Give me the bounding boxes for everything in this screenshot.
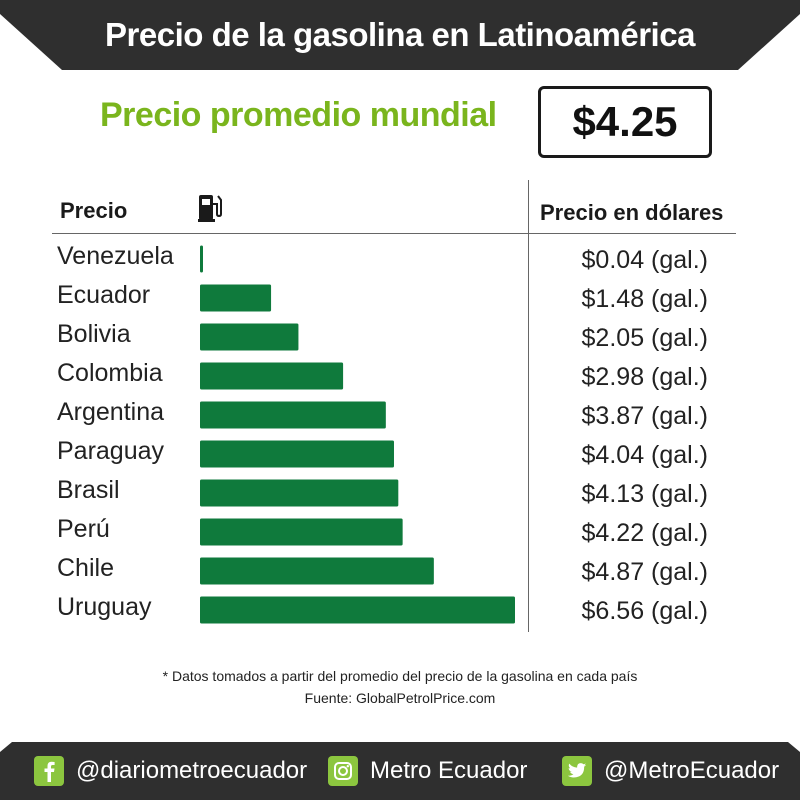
average-value-box: $4.25 <box>538 86 712 158</box>
column-divider <box>528 180 529 632</box>
facebook-handle: @diariometroecuador <box>76 757 308 784</box>
average-label: Precio promedio mundial <box>100 96 497 134</box>
twitter-link[interactable]: @MetroEcuador <box>562 742 779 800</box>
footer-banner: @diariometroecuador Metro Ecuador @Metro… <box>0 742 800 800</box>
header-divider <box>52 233 736 234</box>
category-label: Venezuela <box>57 242 174 270</box>
category-label: Uruguay <box>57 593 152 621</box>
bar-bolivia <box>200 323 299 351</box>
bar-paraguay <box>200 440 394 468</box>
column-header-dollars: Precio en dólares <box>540 200 724 225</box>
value-label: $0.04 (gal.) <box>581 246 708 274</box>
instagram-handle: Metro Ecuador <box>370 757 528 784</box>
bar-ecuador <box>200 284 272 312</box>
footnote: * Datos tomados a partir del promedio de… <box>162 668 638 684</box>
value-label: $1.48 (gal.) <box>581 285 708 313</box>
twitter-handle: @MetroEcuador <box>604 757 780 784</box>
twitter-icon <box>562 756 592 786</box>
bar-perú <box>200 518 403 546</box>
value-label: $3.87 (gal.) <box>581 402 708 430</box>
value-label: $6.56 (gal.) <box>581 597 708 625</box>
average-value: $4.25 <box>572 98 678 145</box>
bar-colombia <box>200 362 344 390</box>
bar-brasil <box>200 479 399 507</box>
category-label: Argentina <box>57 398 165 426</box>
value-label: $4.22 (gal.) <box>581 519 708 547</box>
category-label: Perú <box>57 515 110 543</box>
value-label: $4.04 (gal.) <box>581 441 708 469</box>
bar-chile <box>200 557 434 585</box>
source-note: Fuente: GlobalPetrolPrice.com <box>304 690 496 706</box>
value-label: $4.13 (gal.) <box>581 480 708 508</box>
bar-venezuela <box>200 245 203 273</box>
category-label: Brasil <box>57 476 120 504</box>
category-label: Chile <box>57 554 114 582</box>
facebook-icon <box>34 756 64 786</box>
page-title: Precio de la gasolina en Latinoamérica <box>105 16 695 53</box>
instagram-icon <box>328 756 358 786</box>
value-label: $2.05 (gal.) <box>581 324 708 352</box>
header-banner: Precio de la gasolina en Latinoamérica <box>0 0 800 70</box>
bar-uruguay <box>200 596 515 624</box>
instagram-link[interactable]: Metro Ecuador <box>328 742 527 800</box>
category-label: Bolivia <box>57 320 131 348</box>
category-label: Ecuador <box>57 281 151 309</box>
category-label: Colombia <box>57 359 163 387</box>
footer-banner-shape <box>0 742 800 800</box>
value-label: $4.87 (gal.) <box>581 558 708 586</box>
bar-argentina <box>200 401 386 429</box>
header-banner-shape <box>0 0 800 70</box>
value-label: $2.98 (gal.) <box>581 363 708 391</box>
facebook-link[interactable]: @diariometroecuador <box>34 742 307 800</box>
fuel-pump-icon <box>198 192 224 227</box>
category-label: Paraguay <box>57 437 165 465</box>
column-header-price: Precio <box>60 198 128 223</box>
